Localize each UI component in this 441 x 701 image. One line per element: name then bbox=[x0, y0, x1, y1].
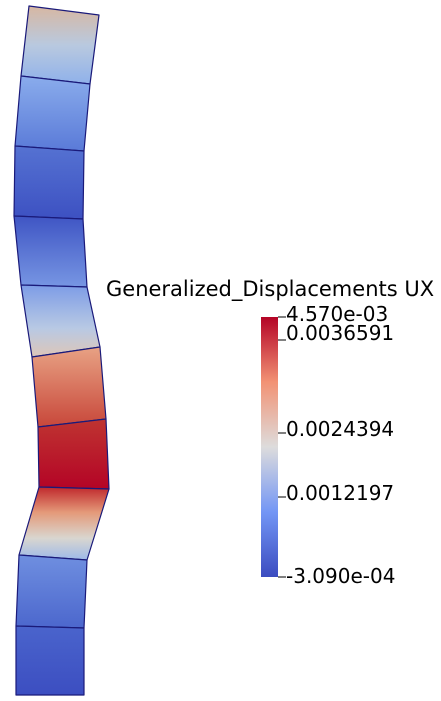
mesh-element bbox=[20, 284, 101, 358]
legend-max-label: 4.570e-03 bbox=[286, 302, 389, 326]
color-legend bbox=[261, 316, 286, 578]
mesh-element bbox=[18, 486, 110, 561]
mesh-element bbox=[13, 215, 88, 288]
mesh-element bbox=[31, 346, 107, 428]
legend-min-label: -3.090e-04 bbox=[286, 564, 396, 588]
mesh-element bbox=[20, 5, 100, 85]
legend-tick-label: 0.0024394 bbox=[286, 417, 395, 441]
legend-tick-label: 0.0036591 bbox=[286, 321, 395, 345]
mesh-element bbox=[15, 625, 85, 696]
mesh-element bbox=[37, 418, 110, 490]
mesh-element bbox=[15, 554, 88, 629]
colorbar bbox=[261, 317, 278, 577]
mesh-element bbox=[13, 145, 85, 220]
legend-title: Generalized_Displacements UX bbox=[106, 277, 435, 301]
colorbar-ticks bbox=[278, 316, 286, 578]
deformed-mesh bbox=[13, 5, 110, 696]
mesh-element bbox=[14, 75, 91, 152]
legend-tick-label: 0.0012197 bbox=[286, 481, 395, 505]
